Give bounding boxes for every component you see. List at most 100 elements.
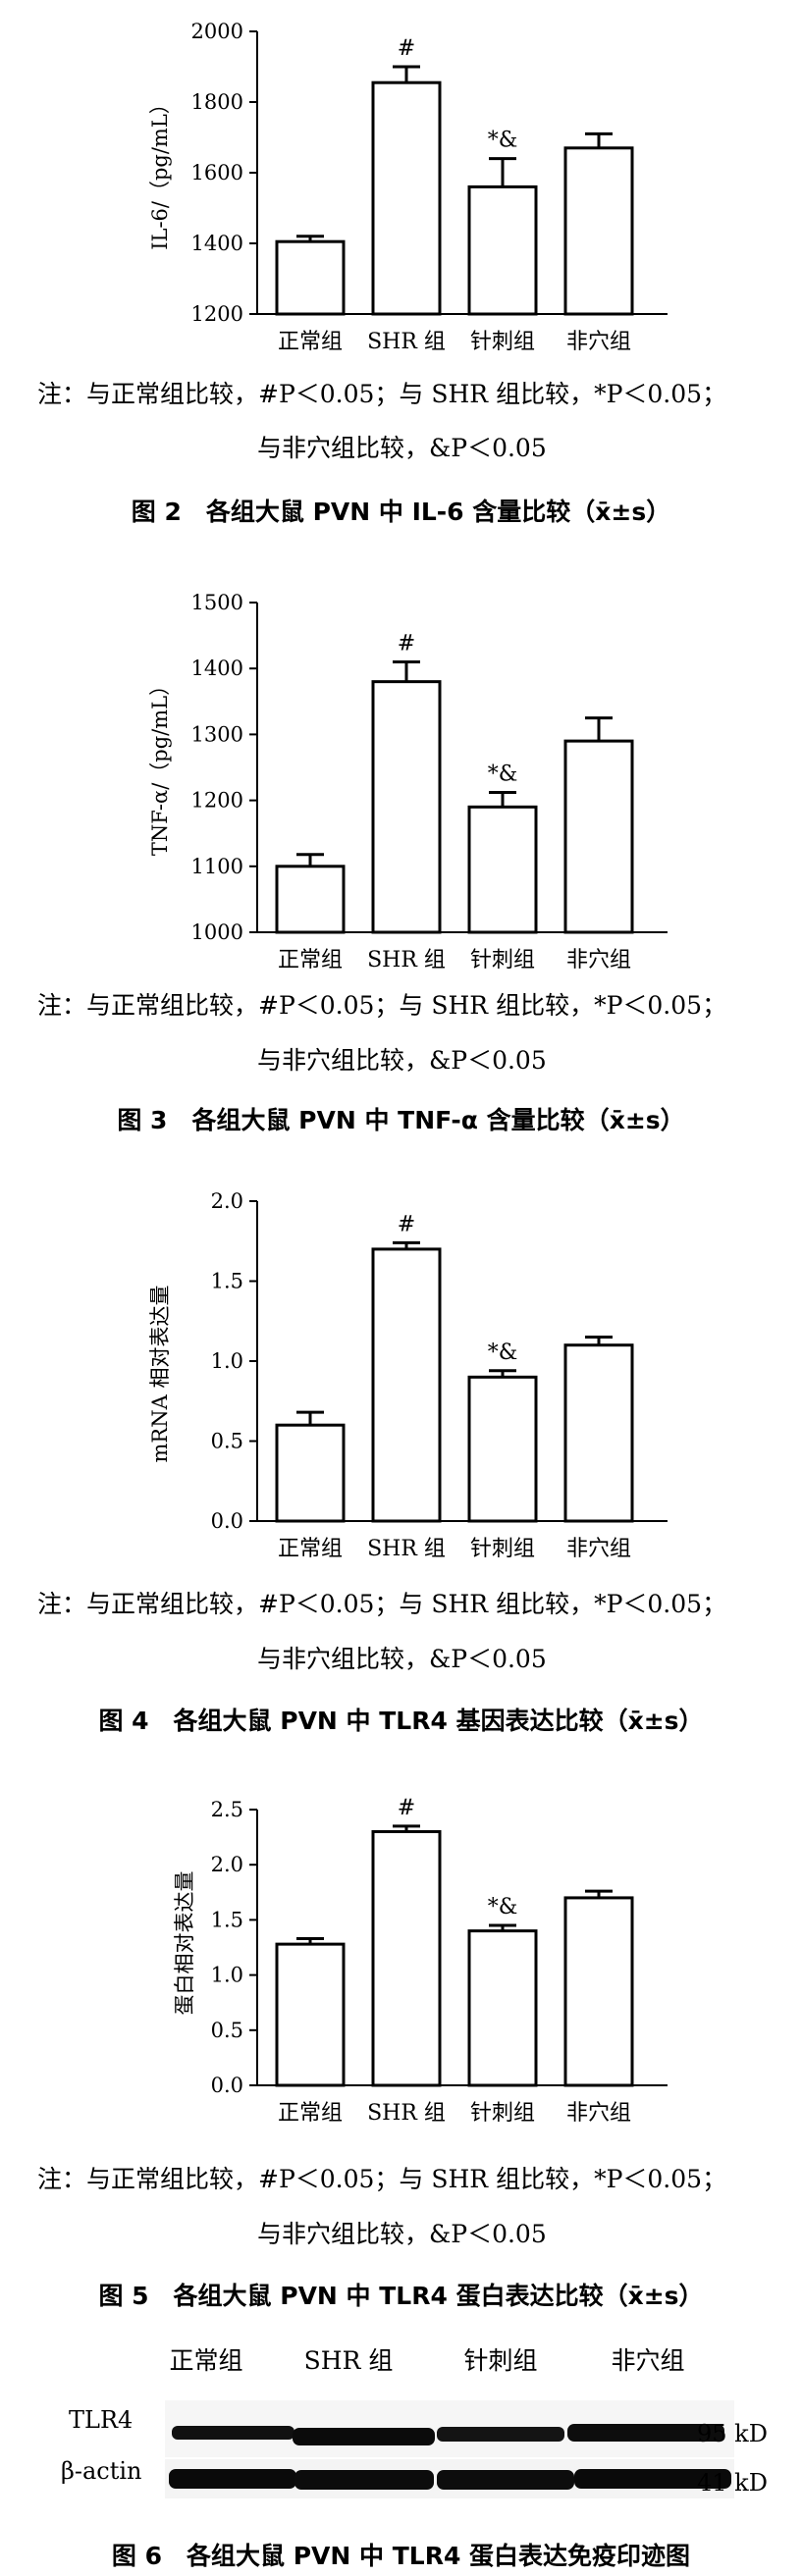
x-category-label: 针刺组	[470, 330, 535, 354]
significance-marker: #	[398, 631, 415, 656]
bar	[467, 1375, 538, 1523]
western-blot-image: 正常组 SHR 组 针刺组 非穴组 TLR4 β-actin 95 kD 41 …	[61, 2346, 768, 2498]
y-tick-label: 2.5	[211, 1798, 243, 1821]
y-tick-label: 1.5	[211, 1908, 243, 1931]
significance-marker: *&	[488, 129, 518, 153]
y-tick-label: 1000	[191, 920, 243, 944]
blot-band	[294, 2470, 434, 2490]
y-axis-label: mRNA 相对表达量	[148, 1286, 172, 1463]
x-category-label: 针刺组	[470, 1537, 535, 1561]
figure-note: 注：与正常组比较，#P＜0.05；与 SHR 组比较，*P＜0.05；	[37, 2165, 727, 2193]
bar	[371, 1247, 442, 1523]
y-tick-label: 1500	[191, 591, 243, 614]
chart-il6: 1200 1400 1600 1800 2000 IL-6/（pg/mL） 正常组 # SHR …	[148, 20, 668, 354]
y-tick-label: 1.0	[211, 1964, 243, 1987]
bar	[467, 1929, 538, 2087]
y-tick-label: 1400	[191, 232, 243, 255]
y-tick-label: 1100	[191, 855, 243, 878]
y-tick-label: 2.0	[211, 1853, 243, 1876]
x-category-label: 正常组	[278, 330, 343, 354]
figure-note: 注：与正常组比较，#P＜0.05；与 SHR 组比较，*P＜0.05；	[37, 991, 727, 1020]
y-tick-label: 0.0	[211, 2074, 243, 2097]
bar	[563, 1343, 634, 1523]
blot-band	[567, 2424, 724, 2442]
y-axis-label: 蛋白相对表达量	[173, 1871, 196, 2016]
significance-marker: #	[398, 36, 415, 61]
significance-marker: #	[398, 1796, 415, 1820]
figure-tnf: 1000 1100 1200 1300 1400 1500 TNF-α/（pg/mL） 正常组…	[0, 579, 802, 1168]
blot-band	[172, 2426, 294, 2440]
figure-caption: 图 6 各组大鼠 PVN 中 TLR4 蛋白表达免疫印迹图	[111, 2542, 691, 2570]
x-category-label: 正常组	[278, 2101, 343, 2126]
bar	[563, 1896, 634, 2087]
x-category-label: 非穴组	[566, 2101, 631, 2126]
blot-band	[437, 2470, 574, 2490]
chart-tnf: 1000 1100 1200 1300 1400 1500 TNF-α/（pg/mL） 正常组…	[148, 591, 668, 973]
figure-tlr4-mrna: 0.0 0.5 1.0 1.5 2.0 mRNA 相对表达量正常组 # SHR 组 *& 针刺组 非…	[0, 1178, 802, 1766]
figure-note: 注：与正常组比较，#P＜0.05；与 SHR 组比较，*P＜0.05；	[37, 1590, 727, 1618]
bar	[275, 865, 346, 934]
y-tick-label: 0.5	[211, 2019, 243, 2042]
blot-band	[169, 2469, 296, 2489]
y-tick-label: 2000	[191, 20, 243, 43]
bar	[467, 184, 538, 316]
bar	[467, 805, 538, 934]
y-tick-label: 1200	[191, 789, 243, 813]
bar	[275, 239, 346, 316]
bar	[563, 146, 634, 316]
blot-group-label: 针刺组	[463, 2346, 537, 2375]
y-tick-label: 1400	[191, 657, 243, 680]
figure-note-line2: 与非穴组比较，&P＜0.05	[257, 1645, 547, 1673]
figure-tlr4-protein: 0.0 0.5 1.0 1.5 2.0 2.5 蛋白相对表达量 正常组 # SHR 组 *& 针刺组 非…	[0, 1786, 802, 2310]
x-category-label: 非穴组	[566, 948, 631, 973]
figure-note-line2: 与非穴组比较，&P＜0.05	[257, 1046, 547, 1075]
y-tick-label: 0.5	[211, 1430, 243, 1453]
blot-band	[293, 2428, 435, 2445]
bar	[275, 1942, 346, 2087]
y-axis-label: TNF-α/（pg/mL）	[148, 675, 172, 856]
figure-note-line2: 与非穴组比较，&P＜0.05	[257, 2220, 547, 2248]
blot-group-label: 非穴组	[611, 2346, 684, 2375]
x-category-label: 正常组	[278, 1537, 343, 1561]
blot-row-label: TLR4	[69, 2406, 133, 2434]
tlr4-bands	[172, 2424, 724, 2445]
blot-band	[574, 2469, 731, 2489]
figure-note-line2: 与非穴组比较，&P＜0.05	[257, 434, 547, 462]
figure-note: 注：与正常组比较，#P＜0.05；与 SHR 组比较，*P＜0.05；	[37, 380, 727, 408]
y-tick-label: 1.5	[211, 1270, 243, 1293]
blot-row-label: β-actin	[61, 2457, 142, 2485]
x-category-label: 针刺组	[470, 2101, 535, 2126]
y-axis-label: IL-6/（pg/mL）	[148, 93, 172, 250]
y-tick-label: 1.0	[211, 1349, 243, 1373]
x-category-label: SHR 组	[367, 1537, 446, 1561]
significance-marker: *&	[488, 1341, 518, 1365]
significance-marker: #	[398, 1212, 415, 1236]
blot-size-label: 41 kD	[697, 2469, 768, 2497]
x-category-label: SHR 组	[367, 330, 446, 354]
blot-size-label: 95 kD	[697, 2420, 768, 2447]
x-category-label: 非穴组	[566, 330, 631, 354]
blot-group-label: SHR 组	[304, 2346, 394, 2375]
y-tick-label: 1600	[191, 161, 243, 184]
y-tick-label: 1200	[191, 302, 243, 326]
figure-western-blot: 正常组 SHR 组 针刺组 非穴组 TLR4 β-actin 95 kD 41 …	[0, 2336, 802, 2576]
blot-group-label: 正常组	[169, 2346, 242, 2375]
bar	[563, 739, 634, 934]
x-category-label: 非穴组	[566, 1537, 631, 1561]
blot-band	[437, 2427, 564, 2442]
x-category-label: 针刺组	[470, 948, 535, 973]
x-category-label: 正常组	[278, 948, 343, 973]
bar	[275, 1423, 346, 1523]
figure-caption: 图 2 各组大鼠 PVN 中 IL-6 含量比较（x̄±s）	[131, 498, 671, 526]
figure-caption: 图 3 各组大鼠 PVN 中 TNF-α 含量比较（x̄±s）	[117, 1106, 685, 1134]
y-tick-label: 2.0	[211, 1189, 243, 1213]
significance-marker: *&	[488, 762, 518, 787]
bar	[371, 1829, 442, 2087]
figure-il6: 1200 1400 1600 1800 2000 IL-6/（pg/mL） 正常组 # SHR …	[0, 0, 802, 526]
y-tick-label: 0.0	[211, 1509, 243, 1533]
significance-marker: *&	[488, 1895, 518, 1919]
figure-caption: 图 5 各组大鼠 PVN 中 TLR4 蛋白表达比较（x̄±s）	[98, 2282, 704, 2310]
y-tick-label: 1800	[191, 90, 243, 114]
